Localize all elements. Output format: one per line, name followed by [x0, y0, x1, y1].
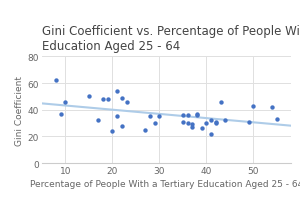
Point	[181, 114, 185, 117]
Point	[218, 101, 223, 104]
Point	[199, 127, 204, 130]
X-axis label: Percentage of People With a Tertiary Education Aged 25 - 64: Percentage of People With a Tertiary Edu…	[30, 179, 300, 188]
Point	[115, 90, 120, 93]
Point	[87, 95, 92, 99]
Point	[152, 122, 157, 125]
Point	[119, 124, 124, 128]
Point	[148, 115, 152, 118]
Point	[213, 120, 218, 124]
Point	[270, 106, 274, 109]
Text: Gini Coefficient vs. Percentage of People With a Tertiary
Education Aged 25 - 64: Gini Coefficient vs. Percentage of Peopl…	[42, 25, 300, 53]
Point	[251, 104, 256, 108]
Point	[190, 123, 195, 126]
Point	[195, 113, 200, 116]
Point	[105, 98, 110, 101]
Point	[143, 129, 148, 132]
Point	[185, 122, 190, 125]
Y-axis label: Gini Coefficient: Gini Coefficient	[15, 75, 24, 145]
Point	[124, 101, 129, 104]
Point	[58, 113, 63, 116]
Point	[185, 114, 190, 117]
Point	[246, 120, 251, 124]
Point	[209, 132, 214, 136]
Point	[213, 122, 218, 125]
Point	[223, 119, 228, 122]
Point	[119, 97, 124, 100]
Point	[157, 115, 162, 118]
Point	[209, 119, 214, 122]
Point	[96, 119, 101, 122]
Point	[204, 122, 209, 125]
Point	[110, 130, 115, 133]
Point	[195, 114, 200, 117]
Point	[190, 126, 195, 129]
Point	[54, 79, 58, 83]
Point	[101, 98, 106, 101]
Point	[115, 115, 120, 118]
Point	[181, 120, 185, 124]
Point	[274, 118, 279, 121]
Point	[63, 101, 68, 104]
